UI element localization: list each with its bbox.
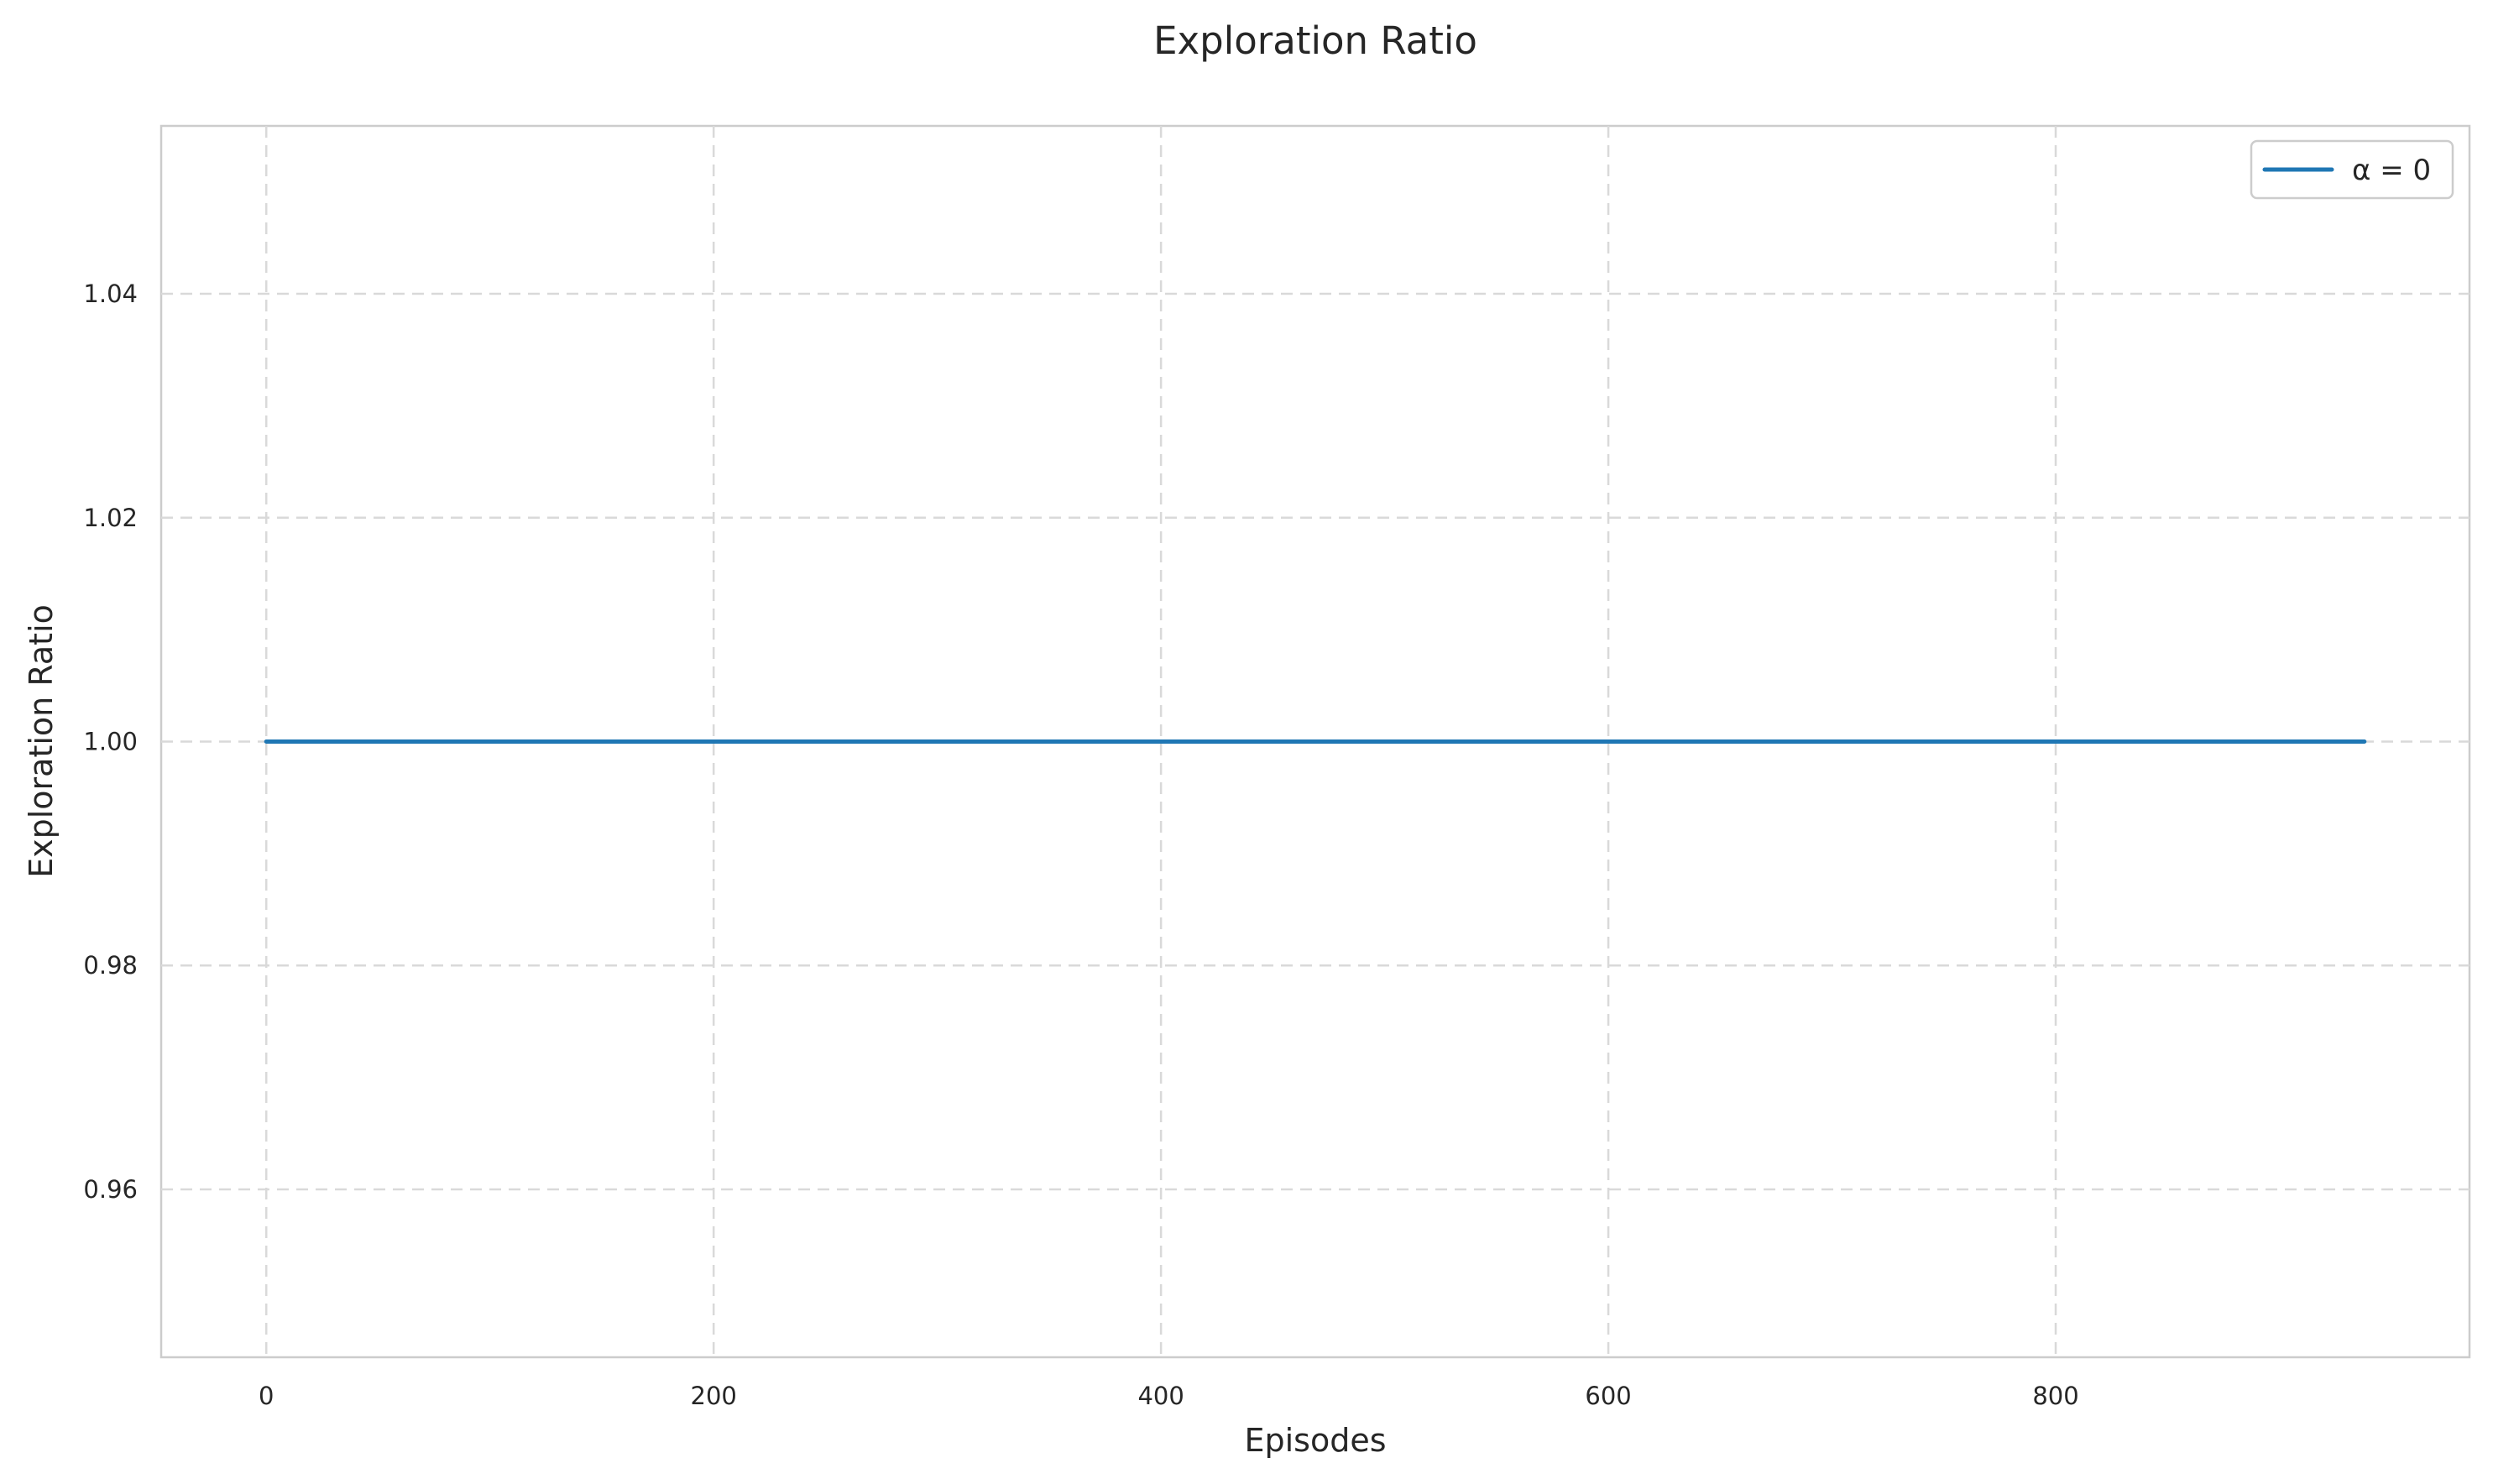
- x-tick-label: 800: [2032, 1382, 2078, 1410]
- x-tick-label: 400: [1137, 1382, 1184, 1410]
- y-tick-label: 0.96: [83, 1175, 138, 1204]
- x-grid: [264, 126, 2057, 1357]
- y-tick-label: 1.02: [83, 504, 138, 532]
- legend: α = 0: [2250, 139, 2454, 200]
- x-tick-labels: 0 200 400 600 800: [259, 1382, 2079, 1410]
- y-tick-label: 0.98: [83, 951, 138, 980]
- x-tick-label: 600: [1585, 1382, 1631, 1410]
- chart-title: Exploration Ratio: [1153, 18, 1477, 63]
- y-tick-labels: 0.96 0.98 1.00 1.02 1.04: [83, 280, 138, 1204]
- y-tick-label: 1.00: [83, 728, 138, 756]
- y-tick-label: 1.04: [83, 280, 138, 308]
- legend-box: [2250, 139, 2454, 200]
- legend-label: α = 0: [2352, 154, 2431, 187]
- y-axis-label: Exploration Ratio: [23, 604, 60, 878]
- x-tick-label: 200: [691, 1382, 737, 1410]
- x-axis-label: Episodes: [1244, 1422, 1386, 1459]
- x-tick-label: 0: [259, 1382, 274, 1410]
